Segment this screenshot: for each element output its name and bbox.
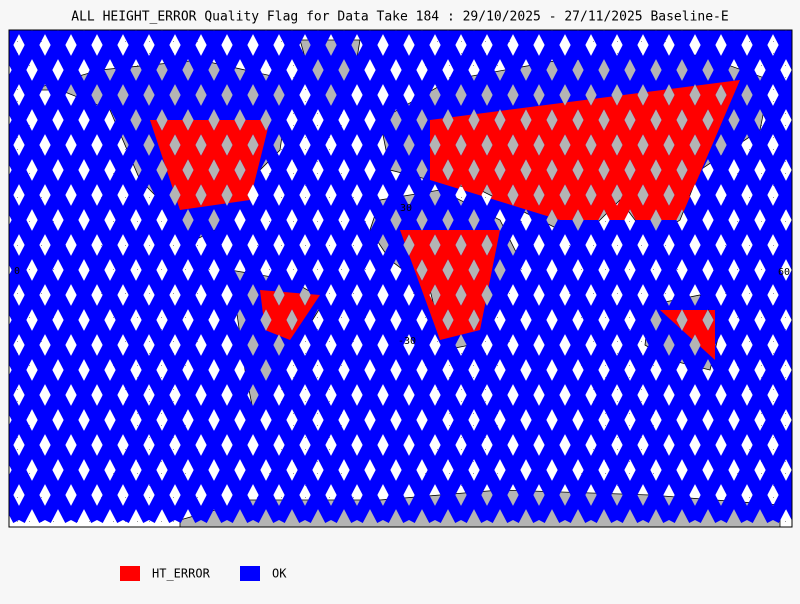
error-patch	[150, 120, 270, 210]
error-patch	[660, 310, 715, 360]
swath	[115, 30, 157, 523]
swath	[11, 30, 53, 523]
legend-label: OK	[272, 567, 287, 581]
lat-label: -30	[398, 336, 416, 347]
swath	[167, 30, 209, 523]
swath	[245, 30, 287, 523]
legend-swatch	[120, 566, 140, 581]
swath	[141, 30, 183, 523]
swath	[323, 30, 365, 523]
map-content	[9, 30, 792, 527]
lat-label: 0	[14, 266, 20, 277]
swath	[63, 30, 105, 523]
lat-label: 30	[400, 203, 412, 214]
swath	[89, 30, 131, 523]
swath	[765, 30, 792, 523]
swath	[739, 30, 781, 523]
map-frame	[8, 29, 793, 528]
swath	[401, 30, 443, 523]
error-patches	[150, 80, 740, 360]
lon-label: 60	[778, 267, 790, 278]
error-patch	[430, 80, 740, 220]
legend-swatch	[240, 566, 260, 581]
swath	[349, 30, 391, 523]
error-patch	[400, 230, 500, 340]
map-title: ALL HEIGHT_ERROR Quality Flag for Data T…	[71, 10, 728, 25]
swath	[9, 30, 27, 523]
legend: HT_ERROR OK	[120, 566, 287, 581]
swath	[505, 30, 547, 523]
swath	[713, 30, 755, 523]
error-patch	[260, 290, 320, 340]
swath	[37, 30, 79, 523]
swath	[765, 30, 792, 521]
swath	[193, 30, 235, 523]
swath	[531, 30, 573, 523]
swath	[375, 30, 417, 523]
legend-label: HT_ERROR	[152, 567, 211, 581]
swath	[271, 30, 313, 523]
swath	[297, 30, 339, 523]
swath	[219, 30, 261, 523]
